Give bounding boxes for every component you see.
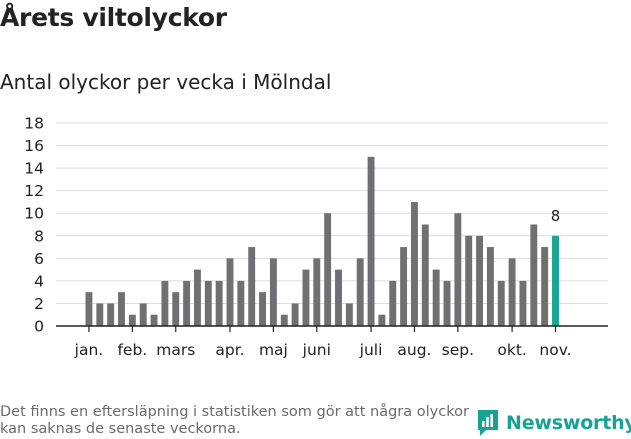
y-axis-ticks: 0 2 4 6 8 10 12 14 16 18	[24, 115, 44, 336]
x-tick-label: mars	[156, 341, 195, 359]
bar	[183, 280, 191, 326]
bar	[161, 280, 169, 326]
y-tick-label: 18	[24, 115, 44, 133]
x-tick-label: nov.	[539, 341, 571, 359]
x-tick-label: okt.	[497, 341, 526, 359]
x-tick-label: jan.	[74, 341, 104, 359]
y-tick-label: 6	[34, 250, 44, 268]
x-tick-label: sep.	[442, 341, 474, 359]
bar	[356, 258, 364, 326]
y-tick-label: 8	[34, 227, 44, 245]
data-labels: 8	[551, 207, 561, 225]
bar	[280, 314, 288, 326]
bars	[85, 156, 559, 326]
newsworthy-logo[interactable]: Newsworthy	[476, 408, 631, 438]
bar	[465, 235, 473, 326]
bar	[226, 258, 234, 326]
bar	[421, 224, 429, 326]
x-tick-label: maj	[259, 341, 288, 359]
bar	[204, 280, 212, 326]
y-tick-label: 14	[24, 160, 44, 178]
y-tick-label: 2	[34, 295, 44, 313]
bar	[107, 303, 115, 326]
newsworthy-logo-text: Newsworthy	[506, 412, 631, 434]
bar	[411, 201, 418, 326]
bar	[389, 280, 397, 326]
x-tick-label: juni	[302, 341, 331, 359]
bar	[313, 258, 321, 326]
footnote: Det finns en eftersläpning i statistiken…	[0, 404, 469, 437]
bar	[85, 292, 93, 326]
bar	[519, 280, 527, 326]
bar	[508, 258, 516, 326]
bar	[530, 224, 538, 326]
chart-subtitle: Antal olyckor per vecka i Mölndal	[0, 70, 332, 94]
bar	[118, 292, 125, 326]
bar	[432, 269, 440, 326]
bar	[269, 258, 277, 326]
y-tick-label: 10	[24, 205, 44, 223]
bar	[378, 314, 386, 326]
x-tick-label: apr.	[215, 341, 244, 359]
bar	[194, 269, 201, 326]
newsworthy-logo-icon	[478, 410, 498, 436]
bar	[497, 280, 505, 326]
bar	[291, 303, 299, 326]
bar	[128, 314, 136, 326]
x-tick-label: aug.	[397, 341, 431, 359]
bar	[150, 314, 158, 326]
bar	[443, 280, 451, 326]
bar	[345, 303, 353, 326]
bar	[237, 280, 245, 326]
bar	[172, 292, 180, 326]
bar	[96, 303, 104, 326]
y-tick-label: 12	[24, 182, 44, 200]
bar	[215, 280, 223, 326]
bar	[302, 269, 310, 326]
y-tick-label: 16	[24, 137, 44, 155]
chart-title: Årets viltolyckor	[0, 3, 227, 32]
bar	[367, 156, 375, 326]
bar	[259, 292, 266, 326]
gridlines	[56, 122, 608, 304]
bar	[400, 247, 408, 326]
bar	[248, 247, 256, 326]
x-axis: jan. feb. mars apr. maj juni juli aug. sep. okt. n…	[56, 325, 608, 359]
bar	[139, 303, 147, 326]
bar-highlight	[552, 235, 559, 326]
bar	[486, 247, 494, 326]
bar	[476, 235, 483, 326]
x-tick-label: juli	[359, 341, 383, 359]
bar	[541, 247, 549, 326]
y-tick-label: 4	[34, 272, 44, 290]
data-label: 8	[551, 207, 561, 225]
bar	[454, 213, 462, 326]
bar	[324, 213, 332, 326]
y-tick-label: 0	[34, 318, 44, 336]
x-tick-label: feb.	[117, 341, 147, 359]
bar	[335, 269, 342, 326]
